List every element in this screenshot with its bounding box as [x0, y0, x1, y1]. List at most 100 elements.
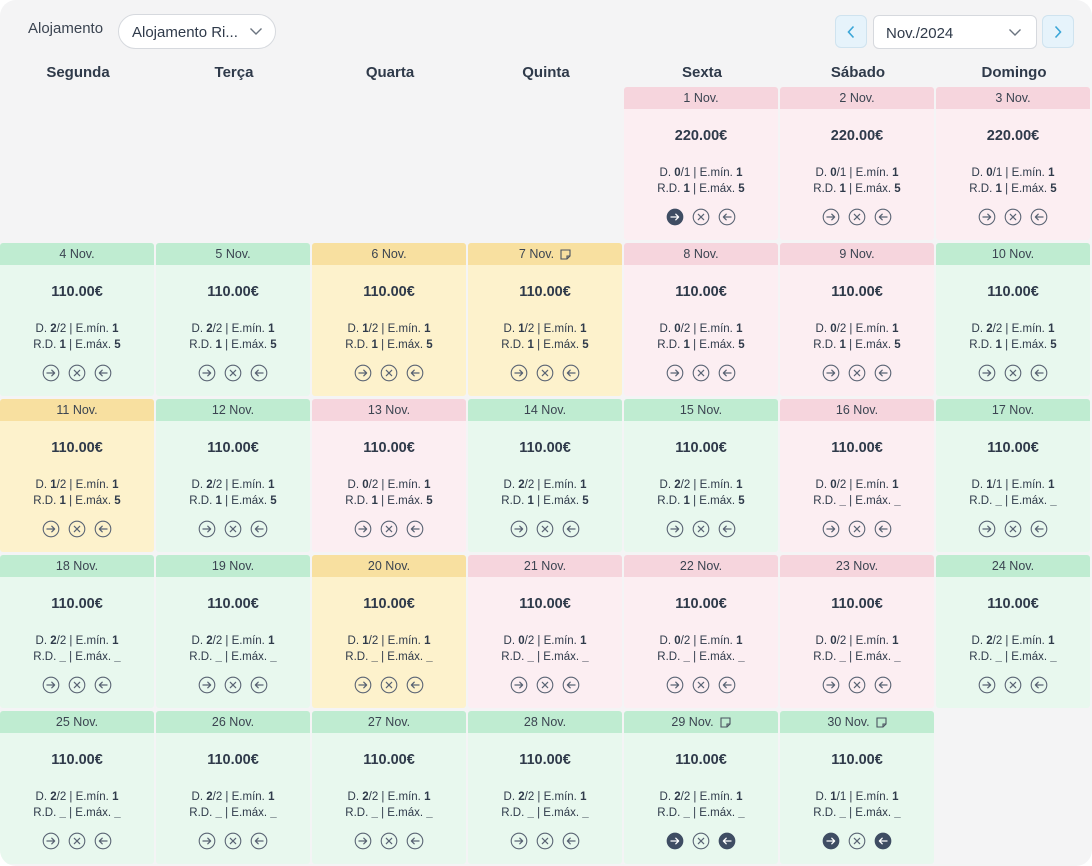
day-cell[interactable]: 9 Nov. 110.00€ D. 0/2 | E.mín. 1 R.D. 1 | E…	[780, 243, 934, 396]
check-out-icon[interactable]	[250, 832, 268, 850]
check-in-icon[interactable]	[510, 676, 528, 694]
check-out-icon[interactable]	[874, 364, 892, 382]
day-cell[interactable]: 11 Nov. 110.00€ D. 1/2 | E.mín. 1 R.D. 1 | …	[0, 399, 154, 552]
close-icon[interactable]	[848, 520, 866, 538]
day-cell[interactable]: 24 Nov. 110.00€ D. 2/2 | E.mín. 1 R.D. _ | …	[936, 555, 1090, 708]
check-in-icon[interactable]	[822, 676, 840, 694]
note-icon[interactable]	[876, 717, 887, 728]
day-cell[interactable]: 19 Nov. 110.00€ D. 2/2 | E.mín. 1 R.D. _ | …	[156, 555, 310, 708]
close-icon[interactable]	[1004, 208, 1022, 226]
close-icon[interactable]	[692, 832, 710, 850]
close-icon[interactable]	[692, 520, 710, 538]
check-in-icon[interactable]	[42, 832, 60, 850]
day-cell[interactable]: 8 Nov. 110.00€ D. 0/2 | E.mín. 1 R.D. 1 | E…	[624, 243, 778, 396]
day-cell[interactable]: 3 Nov. 220.00€ D. 0/1 | E.mín. 1 R.D. 1 | E…	[936, 87, 1090, 240]
close-icon[interactable]	[692, 208, 710, 226]
check-in-icon[interactable]	[978, 676, 996, 694]
check-out-icon[interactable]	[874, 520, 892, 538]
close-icon[interactable]	[380, 364, 398, 382]
check-in-icon[interactable]	[198, 520, 216, 538]
check-out-icon[interactable]	[406, 832, 424, 850]
check-in-icon[interactable]	[198, 364, 216, 382]
check-out-icon[interactable]	[1030, 676, 1048, 694]
check-out-icon[interactable]	[874, 832, 892, 850]
day-cell[interactable]: 14 Nov. 110.00€ D. 2/2 | E.mín. 1 R.D. 1 | …	[468, 399, 622, 552]
check-out-icon[interactable]	[94, 676, 112, 694]
check-in-icon[interactable]	[354, 364, 372, 382]
check-in-icon[interactable]	[42, 520, 60, 538]
check-out-icon[interactable]	[718, 208, 736, 226]
close-icon[interactable]	[1004, 676, 1022, 694]
day-cell[interactable]: 6 Nov. 110.00€ D. 1/2 | E.mín. 1 R.D. 1 | E…	[312, 243, 466, 396]
close-icon[interactable]	[224, 520, 242, 538]
check-in-icon[interactable]	[42, 676, 60, 694]
day-cell[interactable]: 27 Nov. 110.00€ D. 2/2 | E.mín. 1 R.D. _ | …	[312, 711, 466, 864]
close-icon[interactable]	[68, 364, 86, 382]
day-cell[interactable]: 26 Nov. 110.00€ D. 2/2 | E.mín. 1 R.D. _ | …	[156, 711, 310, 864]
check-out-icon[interactable]	[94, 364, 112, 382]
check-out-icon[interactable]	[406, 676, 424, 694]
check-out-icon[interactable]	[94, 832, 112, 850]
close-icon[interactable]	[68, 832, 86, 850]
close-icon[interactable]	[848, 208, 866, 226]
check-in-icon[interactable]	[198, 832, 216, 850]
close-icon[interactable]	[536, 364, 554, 382]
next-month-button[interactable]	[1042, 15, 1074, 48]
check-out-icon[interactable]	[406, 520, 424, 538]
close-icon[interactable]	[1004, 520, 1022, 538]
check-in-icon[interactable]	[510, 520, 528, 538]
check-in-icon[interactable]	[198, 676, 216, 694]
check-out-icon[interactable]	[1030, 208, 1048, 226]
check-out-icon[interactable]	[874, 676, 892, 694]
check-in-icon[interactable]	[354, 832, 372, 850]
check-out-icon[interactable]	[1030, 520, 1048, 538]
day-cell[interactable]: 25 Nov. 110.00€ D. 2/2 | E.mín. 1 R.D. _ | …	[0, 711, 154, 864]
close-icon[interactable]	[1004, 364, 1022, 382]
close-icon[interactable]	[536, 832, 554, 850]
day-cell[interactable]: 7 Nov. 110.00€ D. 1/2 | E.mín. 1 R.D. 1 | E…	[468, 243, 622, 396]
check-out-icon[interactable]	[250, 520, 268, 538]
check-out-icon[interactable]	[562, 520, 580, 538]
check-in-icon[interactable]	[42, 364, 60, 382]
close-icon[interactable]	[380, 520, 398, 538]
day-cell[interactable]: 29 Nov. 110.00€ D. 2/2 | E.mín. 1 R.D. _ | …	[624, 711, 778, 864]
check-in-icon[interactable]	[822, 208, 840, 226]
day-cell[interactable]: 30 Nov. 110.00€ D. 1/1 | E.mín. 1 R.D. _ | …	[780, 711, 934, 864]
day-cell[interactable]: 15 Nov. 110.00€ D. 2/2 | E.mín. 1 R.D. 1 | …	[624, 399, 778, 552]
note-icon[interactable]	[720, 717, 731, 728]
check-out-icon[interactable]	[406, 364, 424, 382]
check-in-icon[interactable]	[822, 832, 840, 850]
day-cell[interactable]: 10 Nov. 110.00€ D. 2/2 | E.mín. 1 R.D. 1 | …	[936, 243, 1090, 396]
check-in-icon[interactable]	[978, 364, 996, 382]
check-in-icon[interactable]	[510, 364, 528, 382]
day-cell[interactable]: 5 Nov. 110.00€ D. 2/2 | E.mín. 1 R.D. 1 | E…	[156, 243, 310, 396]
close-icon[interactable]	[848, 832, 866, 850]
close-icon[interactable]	[536, 676, 554, 694]
close-icon[interactable]	[692, 364, 710, 382]
check-out-icon[interactable]	[562, 832, 580, 850]
close-icon[interactable]	[380, 676, 398, 694]
check-out-icon[interactable]	[250, 364, 268, 382]
close-icon[interactable]	[692, 676, 710, 694]
check-out-icon[interactable]	[562, 364, 580, 382]
check-in-icon[interactable]	[666, 676, 684, 694]
day-cell[interactable]: 17 Nov. 110.00€ D. 1/1 | E.mín. 1 R.D. _ | …	[936, 399, 1090, 552]
check-in-icon[interactable]	[666, 364, 684, 382]
check-out-icon[interactable]	[718, 676, 736, 694]
day-cell[interactable]: 4 Nov. 110.00€ D. 2/2 | E.mín. 1 R.D. 1 | E…	[0, 243, 154, 396]
day-cell[interactable]: 23 Nov. 110.00€ D. 0/2 | E.mín. 1 R.D. _ | …	[780, 555, 934, 708]
check-in-icon[interactable]	[666, 520, 684, 538]
day-cell[interactable]: 18 Nov. 110.00€ D. 2/2 | E.mín. 1 R.D. _ | …	[0, 555, 154, 708]
day-cell[interactable]: 28 Nov. 110.00€ D. 2/2 | E.mín. 1 R.D. _ | …	[468, 711, 622, 864]
check-out-icon[interactable]	[1030, 364, 1048, 382]
month-select[interactable]: Nov./2024	[873, 15, 1037, 49]
check-out-icon[interactable]	[718, 832, 736, 850]
day-cell[interactable]: 21 Nov. 110.00€ D. 0/2 | E.mín. 1 R.D. _ | …	[468, 555, 622, 708]
close-icon[interactable]	[848, 676, 866, 694]
previous-month-button[interactable]	[835, 15, 867, 48]
check-out-icon[interactable]	[718, 364, 736, 382]
day-cell[interactable]: 12 Nov. 110.00€ D. 2/2 | E.mín. 1 R.D. 1 | …	[156, 399, 310, 552]
close-icon[interactable]	[224, 676, 242, 694]
check-in-icon[interactable]	[822, 520, 840, 538]
close-icon[interactable]	[848, 364, 866, 382]
